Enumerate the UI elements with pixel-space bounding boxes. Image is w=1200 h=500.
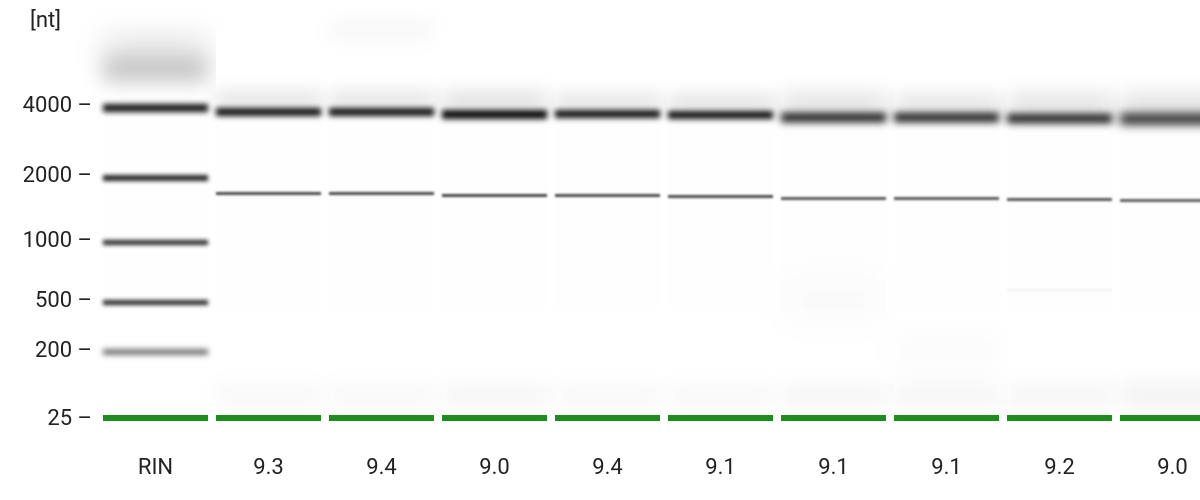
lane-s9 [1120,30,1200,430]
lane-haze [1007,30,1112,430]
band [668,94,773,112]
lane-label-s7: 9.1 [931,455,962,480]
ytick-4000: 4000 – [0,93,92,118]
green-marker [894,415,999,421]
band [668,111,773,119]
band [442,384,547,406]
axis-unit-label: [nt] [30,8,61,33]
band [1120,199,1200,202]
band [555,385,660,405]
band [329,108,434,116]
lane-label-ladder: RIN [138,455,173,480]
band [216,385,321,405]
band [781,384,886,406]
green-marker [781,415,886,421]
green-marker [668,415,773,421]
band [442,92,547,112]
lane-s8 [1007,30,1112,430]
band [329,192,434,195]
band [103,240,208,245]
lane-s3 [442,30,547,430]
lane-label-s9: 9.0 [1157,455,1188,480]
band [329,91,434,109]
band [1007,289,1112,291]
green-marker [442,415,547,421]
band [894,335,999,365]
band [781,280,886,320]
band [555,93,660,111]
band [1007,384,1112,406]
lane-s7 [894,30,999,430]
ytick-200: 200 – [0,338,92,363]
lane-label-s2: 9.4 [366,455,397,480]
ytick-500: 500 – [0,288,92,313]
lane-haze [1120,30,1200,430]
lane-haze [668,30,773,430]
band [1120,383,1200,407]
lane-label-s8: 9.2 [1044,455,1075,480]
band [103,58,208,82]
lane-haze [216,30,321,430]
band [1007,95,1112,117]
band [442,194,547,197]
green-marker [216,415,321,421]
green-marker [555,415,660,421]
lane-haze [555,30,660,430]
green-marker [103,415,208,421]
band [329,385,434,405]
lane-haze [103,30,208,430]
band [894,197,999,200]
lane-haze [329,30,434,430]
lane-s1 [216,30,321,430]
green-marker [1120,415,1200,421]
band [555,194,660,197]
band [103,300,208,305]
band [216,108,321,116]
band [781,197,886,200]
lane-label-s3: 9.0 [479,455,510,480]
ytick-1000: 1000 – [0,228,92,253]
band [216,91,321,109]
band [894,95,999,115]
lane-haze [894,30,999,430]
gel-chart: [nt] 4000 – 2000 – 1000 – 500 – 200 – 25… [0,0,1200,500]
band [1007,198,1112,201]
band [1120,95,1200,119]
green-marker [329,415,434,421]
lane-label-s4: 9.4 [592,455,623,480]
lane-s4 [555,30,660,430]
band [103,104,208,112]
lane-ladder [103,30,208,430]
lane-label-s1: 9.3 [253,455,284,480]
band [894,384,999,406]
lane-s6 [781,30,886,430]
lane-s5 [668,30,773,430]
lane-haze [442,30,547,430]
band [216,192,321,195]
lane-haze [781,30,886,430]
band [329,20,434,40]
lane-label-s6: 9.1 [818,455,849,480]
ytick-25: 25 – [0,406,92,431]
band [555,110,660,118]
band [103,175,208,181]
band [668,385,773,405]
band [781,94,886,116]
band [668,195,773,198]
green-marker [1007,415,1112,421]
band [103,349,208,355]
lane-label-s5: 9.1 [705,455,736,480]
lane-s2 [329,30,434,430]
ytick-2000: 2000 – [0,163,92,188]
